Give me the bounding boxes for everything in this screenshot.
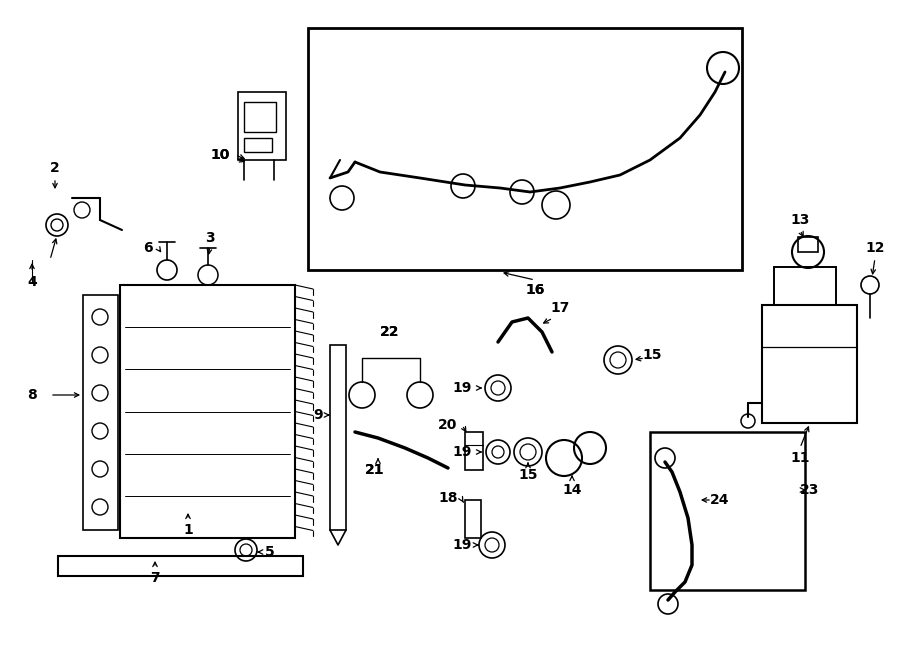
Text: 15: 15	[643, 348, 662, 362]
Text: 19: 19	[453, 381, 472, 395]
Bar	[774, 267, 836, 305]
Text: 16: 16	[526, 283, 544, 297]
Text: 6: 6	[143, 241, 153, 255]
Text: 14: 14	[562, 483, 581, 497]
Text: 15: 15	[518, 468, 538, 482]
Text: 13: 13	[790, 213, 810, 227]
Text: 22: 22	[380, 325, 400, 339]
Bar	[465, 432, 483, 470]
Text: 20: 20	[438, 418, 458, 432]
Text: 11: 11	[790, 451, 810, 465]
Text: 19: 19	[453, 538, 472, 552]
Bar	[308, 28, 742, 270]
Text: 1: 1	[183, 523, 193, 537]
Bar	[244, 102, 276, 132]
Text: 18: 18	[438, 491, 458, 505]
Text: 4: 4	[27, 275, 37, 289]
Bar	[465, 500, 481, 538]
Text: 17: 17	[550, 301, 570, 315]
Bar	[120, 285, 295, 538]
Text: 5: 5	[266, 545, 274, 559]
Text: 7: 7	[150, 571, 160, 585]
Text: 19: 19	[453, 445, 472, 459]
Bar	[762, 305, 857, 423]
Bar	[58, 556, 303, 576]
Text: 23: 23	[800, 483, 820, 497]
Bar	[330, 345, 346, 530]
Text: 10: 10	[211, 148, 230, 162]
Bar	[244, 138, 272, 152]
Text: 22: 22	[380, 325, 400, 339]
Text: 3: 3	[205, 231, 215, 245]
Text: 24: 24	[710, 493, 730, 507]
Text: 21: 21	[365, 463, 385, 477]
Bar	[238, 92, 286, 160]
Text: 12: 12	[865, 241, 885, 255]
Text: 2: 2	[50, 161, 60, 175]
Bar	[798, 237, 818, 252]
Text: 10: 10	[211, 148, 230, 162]
Bar	[83, 295, 118, 530]
Text: 8: 8	[27, 388, 37, 402]
Bar	[650, 432, 805, 590]
Text: 16: 16	[526, 283, 544, 297]
Text: 9: 9	[313, 408, 323, 422]
Text: 21: 21	[365, 463, 385, 477]
